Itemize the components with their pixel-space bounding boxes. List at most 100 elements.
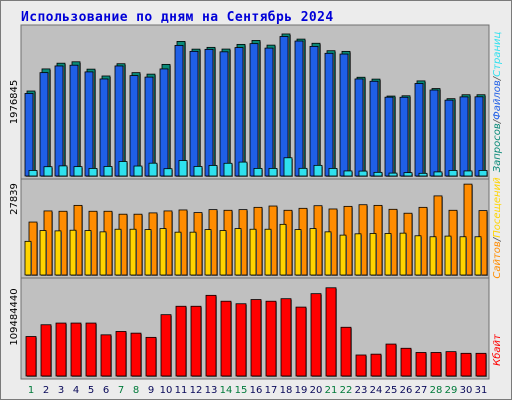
legend-label-visits: Посещений <box>492 177 503 238</box>
bar-kbytes-day-18 <box>280 298 292 377</box>
bar-sites-day-13 <box>204 229 212 276</box>
bar-pages-day-23 <box>358 170 368 177</box>
bar-files-day-3 <box>54 65 64 177</box>
x-tick-label-day-22: 22 <box>340 385 353 396</box>
bar-pages-day-12 <box>193 166 203 177</box>
bar-files-day-8 <box>129 75 139 177</box>
bar-files-day-9 <box>144 76 154 177</box>
bar-pages-day-11 <box>178 160 188 177</box>
legend-label-pages: Страниц <box>492 32 503 77</box>
bar-files-day-28 <box>429 89 439 177</box>
bar-files-day-12 <box>189 50 199 177</box>
bar-pages-day-21 <box>328 168 338 177</box>
x-axis-day-labels: 1 2 3 4 5 6 7 8 9 10 11 12 13 14 15 16 17 18 19 20 21 22 23 24 2… <box>28 385 488 396</box>
bar-files-day-31 <box>474 96 484 177</box>
bar-sites-day-26 <box>399 232 407 276</box>
bar-files-day-18 <box>279 36 289 177</box>
bar-kbytes-day-25 <box>385 343 397 377</box>
bar-files-day-5 <box>84 71 94 177</box>
bar-kbytes-day-12 <box>190 305 202 377</box>
bar-visits-day-30 <box>463 183 473 276</box>
bar-kbytes-day-30 <box>460 352 472 377</box>
x-tick-label-day-13: 13 <box>205 385 218 396</box>
bar-visits-day-28 <box>433 195 443 276</box>
bar-kbytes-day-7 <box>115 331 127 377</box>
x-tick-label-day-23: 23 <box>355 385 368 396</box>
x-tick-label-day-15: 15 <box>235 385 248 396</box>
bar-sites-day-8 <box>129 228 137 276</box>
bar-sites-day-18 <box>279 223 287 276</box>
x-tick-label-day-12: 12 <box>190 385 203 396</box>
bar-sites-day-19 <box>294 229 302 276</box>
bar-files-day-27 <box>414 83 424 177</box>
x-tick-label-day-6: 6 <box>103 385 109 396</box>
x-tick-label-day-3: 3 <box>58 385 64 396</box>
bar-sites-day-21 <box>324 231 332 276</box>
bar-kbytes-day-14 <box>220 300 232 377</box>
x-tick-label-day-20: 20 <box>310 385 323 396</box>
bar-kbytes-day-9 <box>145 336 157 377</box>
bar-kbytes-day-17 <box>265 300 277 377</box>
bar-sites-day-25 <box>384 233 392 276</box>
bar-kbytes-day-11 <box>175 305 187 377</box>
bar-files-day-11 <box>174 45 184 177</box>
bar-files-day-24 <box>369 80 379 177</box>
bar-files-day-6 <box>99 78 109 177</box>
legend-hits-files-pages: Запросов/Файлов/Страниц <box>492 32 503 173</box>
bar-files-day-2 <box>39 72 49 177</box>
x-tick-label-day-7: 7 <box>118 385 124 396</box>
x-tick-label-day-29: 29 <box>445 385 458 396</box>
bar-pages-day-9 <box>148 162 158 177</box>
legend-visits-sites: Сайтов/Посещений <box>492 177 503 279</box>
bar-kbytes-day-15 <box>235 303 247 377</box>
bar-pages-day-25 <box>388 172 398 177</box>
bar-files-day-17 <box>264 47 274 177</box>
bar-kbytes-day-6 <box>100 334 112 377</box>
bar-sites-day-17 <box>264 228 272 276</box>
bar-files-day-26 <box>399 96 409 177</box>
x-tick-label-day-24: 24 <box>370 385 383 396</box>
bar-pages-day-15 <box>238 161 248 177</box>
x-tick-label-day-21: 21 <box>325 385 338 396</box>
bar-pages-day-28 <box>433 171 443 177</box>
x-tick-label-day-4: 4 <box>73 385 79 396</box>
bar-sites-day-7 <box>114 228 122 276</box>
x-tick-label-day-31: 31 <box>475 385 488 396</box>
legend-sep-2: / <box>492 75 503 81</box>
bar-files-day-1 <box>24 93 34 177</box>
x-tick-label-day-10: 10 <box>160 385 173 396</box>
bar-files-day-23 <box>354 78 364 177</box>
x-tick-label-day-27: 27 <box>415 385 428 396</box>
bar-pages-day-16 <box>253 168 263 177</box>
bar-files-day-13 <box>204 48 214 177</box>
bar-files-day-29 <box>444 99 454 177</box>
bar-kbytes-day-4 <box>70 322 82 377</box>
bar-sites-day-12 <box>189 231 197 276</box>
bar-sites-day-27 <box>414 235 422 276</box>
bars-kbytes <box>25 287 487 377</box>
bar-kbytes-day-13 <box>205 294 217 377</box>
y-max-label-visits: 27839 <box>9 183 20 215</box>
bar-kbytes-day-31 <box>475 352 487 377</box>
bar-sites-day-28 <box>429 236 437 276</box>
bar-kbytes-day-26 <box>400 347 412 377</box>
bar-kbytes-day-3 <box>55 322 67 377</box>
panel-hits-files-pages: 1976845 Запросов/Файлов/Страниц <box>9 24 503 180</box>
bar-sites-day-5 <box>84 230 92 276</box>
bar-sites-day-14 <box>219 230 227 276</box>
bar-files-day-15 <box>234 47 244 177</box>
bar-kbytes-day-23 <box>355 354 367 377</box>
bar-sites-day-16 <box>249 228 257 276</box>
bar-pages-day-18 <box>283 157 293 177</box>
bar-kbytes-day-20 <box>310 293 322 377</box>
legend-sep-3: / <box>492 236 503 242</box>
bar-pages-day-14 <box>223 162 233 177</box>
bar-pages-day-22 <box>343 170 353 177</box>
bar-sites-day-3 <box>54 230 62 276</box>
bar-kbytes-day-10 <box>160 314 172 377</box>
bar-files-day-20 <box>309 45 319 177</box>
panel-visits-sites: 27839 Сайтов/Посещений <box>9 177 503 279</box>
bar-kbytes-day-8 <box>130 332 142 377</box>
x-tick-label-day-26: 26 <box>400 385 413 396</box>
bar-pages-day-24 <box>373 171 383 177</box>
